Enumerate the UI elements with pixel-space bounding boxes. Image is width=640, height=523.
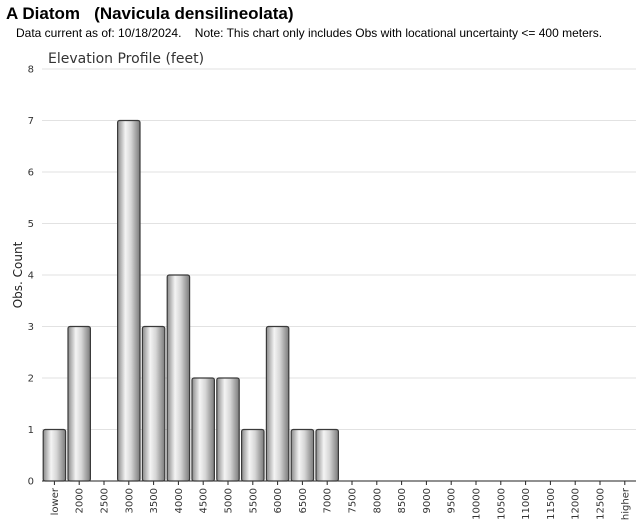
y-tick-label: 2 <box>28 374 34 385</box>
bar-4500 <box>191 377 215 482</box>
x-tick-label: 10500 <box>496 488 507 520</box>
axes <box>42 480 636 485</box>
bars <box>42 119 339 482</box>
x-tick-label: 7500 <box>348 488 359 513</box>
x-tick-label: 2500 <box>100 488 111 513</box>
x-tick-label: 9000 <box>422 488 433 513</box>
x-tick-labels: lower 2000 2500 3000 3500 4000 4500 5000 5500 600… <box>50 487 631 520</box>
bar-2000 <box>67 325 91 482</box>
gridlines <box>42 68 636 430</box>
bar-4000 <box>166 274 191 482</box>
bar-5000 <box>216 377 240 482</box>
x-tick-label: 3000 <box>124 488 135 513</box>
x-tick-label: 10000 <box>472 488 483 520</box>
bar-5500 <box>241 428 265 482</box>
y-tick-label: 1 <box>28 425 34 436</box>
x-tick-label: 11500 <box>546 488 557 520</box>
x-tick-label: 2000 <box>75 488 86 513</box>
chart-title: Elevation Profile (feet) <box>48 51 204 67</box>
x-tick-label: 3500 <box>149 488 160 513</box>
y-tick-label: 5 <box>28 219 34 230</box>
x-tick-label: 12000 <box>571 488 582 520</box>
x-tick-label: 8500 <box>397 488 408 513</box>
bar-6500 <box>290 428 315 482</box>
x-tick-label: 4500 <box>199 488 210 513</box>
x-tick-label: 6000 <box>273 488 284 513</box>
x-tick-label: 5000 <box>224 488 235 513</box>
x-tick-label: 9500 <box>447 488 458 513</box>
y-tick-label: 3 <box>28 322 34 333</box>
y-tick-label: 6 <box>28 168 34 179</box>
x-tick-label: 5500 <box>248 488 259 513</box>
bar-lower <box>42 428 67 482</box>
chart-main-title: A Diatom (Navicula densilineolata) <box>6 4 294 23</box>
bar-6000 <box>265 325 290 482</box>
x-tick-label: 6500 <box>298 488 309 513</box>
x-tick-label: higher <box>620 487 631 520</box>
x-tick-label: lower <box>50 487 61 515</box>
bar-7000 <box>315 428 339 482</box>
x-tick-label: 7000 <box>323 488 334 513</box>
y-tick-label: 0 <box>28 477 34 488</box>
data-note: Data current as of: 10/18/2024. Note: Th… <box>16 26 603 40</box>
y-tick-labels: 0 1 2 3 4 5 6 7 8 <box>28 65 34 488</box>
x-tick-label: 8000 <box>372 488 383 513</box>
x-tick-label: 4000 <box>174 488 185 513</box>
bar-3000 <box>116 119 141 482</box>
y-tick-label: 8 <box>28 65 34 76</box>
y-tick-label: 4 <box>28 271 34 282</box>
y-tick-label: 7 <box>28 116 34 127</box>
x-tick-label: 12500 <box>596 488 607 520</box>
x-tick-label: 11000 <box>521 488 532 520</box>
y-axis-label: Obs. Count <box>11 241 25 308</box>
bar-3500 <box>141 325 166 482</box>
